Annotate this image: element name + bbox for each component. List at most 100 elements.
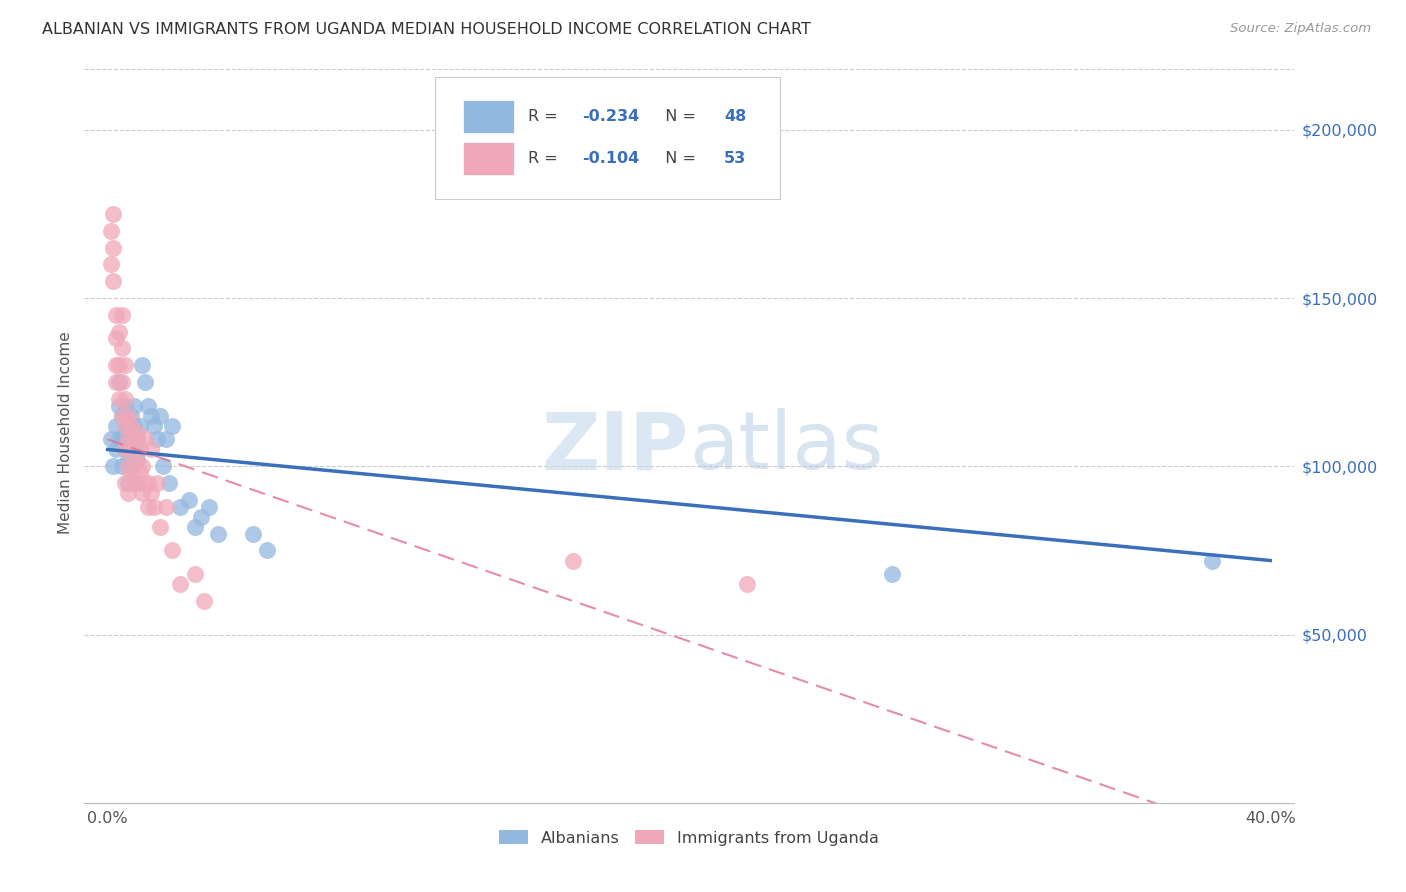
Text: N =: N = xyxy=(655,151,702,166)
Point xyxy=(882,566,904,581)
Point xyxy=(141,409,163,423)
Point xyxy=(105,375,128,389)
Point xyxy=(120,459,142,474)
Text: 48: 48 xyxy=(724,109,747,124)
Point xyxy=(157,476,180,491)
Point xyxy=(120,442,142,457)
Y-axis label: Median Household Income: Median Household Income xyxy=(58,331,73,534)
Point xyxy=(128,418,150,433)
Point xyxy=(169,577,191,591)
Point xyxy=(111,342,134,356)
Point xyxy=(561,553,583,567)
Point xyxy=(134,476,156,491)
Point xyxy=(160,543,183,558)
Point xyxy=(103,207,125,221)
Point xyxy=(169,500,191,514)
Point xyxy=(105,442,128,457)
Point xyxy=(122,476,145,491)
Point xyxy=(128,466,150,480)
FancyBboxPatch shape xyxy=(463,142,513,176)
Legend: Albanians, Immigrants from Uganda: Albanians, Immigrants from Uganda xyxy=(495,825,883,850)
FancyBboxPatch shape xyxy=(463,100,513,133)
Point xyxy=(114,399,136,413)
Point xyxy=(122,399,145,413)
Point xyxy=(114,418,136,433)
Point xyxy=(125,452,148,467)
Point xyxy=(155,433,177,447)
Point xyxy=(152,459,174,474)
Point xyxy=(117,433,139,447)
Point xyxy=(103,274,125,288)
Text: atlas: atlas xyxy=(689,409,883,486)
Point xyxy=(131,459,153,474)
Point xyxy=(103,240,125,255)
Point xyxy=(149,409,172,423)
Point xyxy=(160,418,183,433)
Text: -0.234: -0.234 xyxy=(582,109,640,124)
Point xyxy=(193,594,215,608)
Point xyxy=(100,224,122,238)
Point xyxy=(108,433,131,447)
Point xyxy=(146,476,169,491)
Point xyxy=(117,452,139,467)
Point xyxy=(100,257,122,271)
Point xyxy=(125,433,148,447)
Point xyxy=(122,442,145,457)
Point xyxy=(141,486,163,500)
Point xyxy=(120,418,142,433)
Point xyxy=(120,409,142,423)
Point xyxy=(122,433,145,447)
Point xyxy=(108,399,131,413)
Point xyxy=(128,442,150,457)
Text: N =: N = xyxy=(655,109,702,124)
Point xyxy=(111,308,134,322)
Point xyxy=(125,476,148,491)
Point xyxy=(114,442,136,457)
Point xyxy=(111,409,134,423)
Point xyxy=(256,543,278,558)
Point xyxy=(143,418,166,433)
Point xyxy=(114,392,136,406)
Text: R =: R = xyxy=(529,109,562,124)
Point xyxy=(735,577,758,591)
Point xyxy=(136,399,159,413)
Point xyxy=(198,500,221,514)
Point xyxy=(117,486,139,500)
Point xyxy=(136,500,159,514)
Point xyxy=(117,476,139,491)
Point xyxy=(108,392,131,406)
Point xyxy=(131,359,153,373)
Point xyxy=(111,459,134,474)
Text: -0.104: -0.104 xyxy=(582,151,640,166)
FancyBboxPatch shape xyxy=(434,78,780,200)
Point xyxy=(105,418,128,433)
Point xyxy=(108,325,131,339)
Point xyxy=(207,526,229,541)
Point xyxy=(184,566,207,581)
Point xyxy=(114,476,136,491)
Point xyxy=(155,500,177,514)
Point xyxy=(120,433,142,447)
Point xyxy=(117,409,139,423)
Point xyxy=(177,492,200,507)
Point xyxy=(125,452,148,467)
Point xyxy=(108,375,131,389)
Point xyxy=(117,418,139,433)
Point xyxy=(125,476,148,491)
Point xyxy=(108,359,131,373)
Point xyxy=(134,433,156,447)
Point xyxy=(149,520,172,534)
Point xyxy=(143,500,166,514)
Point xyxy=(134,375,156,389)
Point xyxy=(103,459,125,474)
Point xyxy=(125,425,148,440)
Point xyxy=(105,308,128,322)
Point xyxy=(117,459,139,474)
Text: R =: R = xyxy=(529,151,562,166)
Point xyxy=(114,425,136,440)
Point xyxy=(105,331,128,345)
Point xyxy=(111,375,134,389)
Point xyxy=(190,509,212,524)
Text: ZIP: ZIP xyxy=(541,409,689,486)
Point xyxy=(146,433,169,447)
